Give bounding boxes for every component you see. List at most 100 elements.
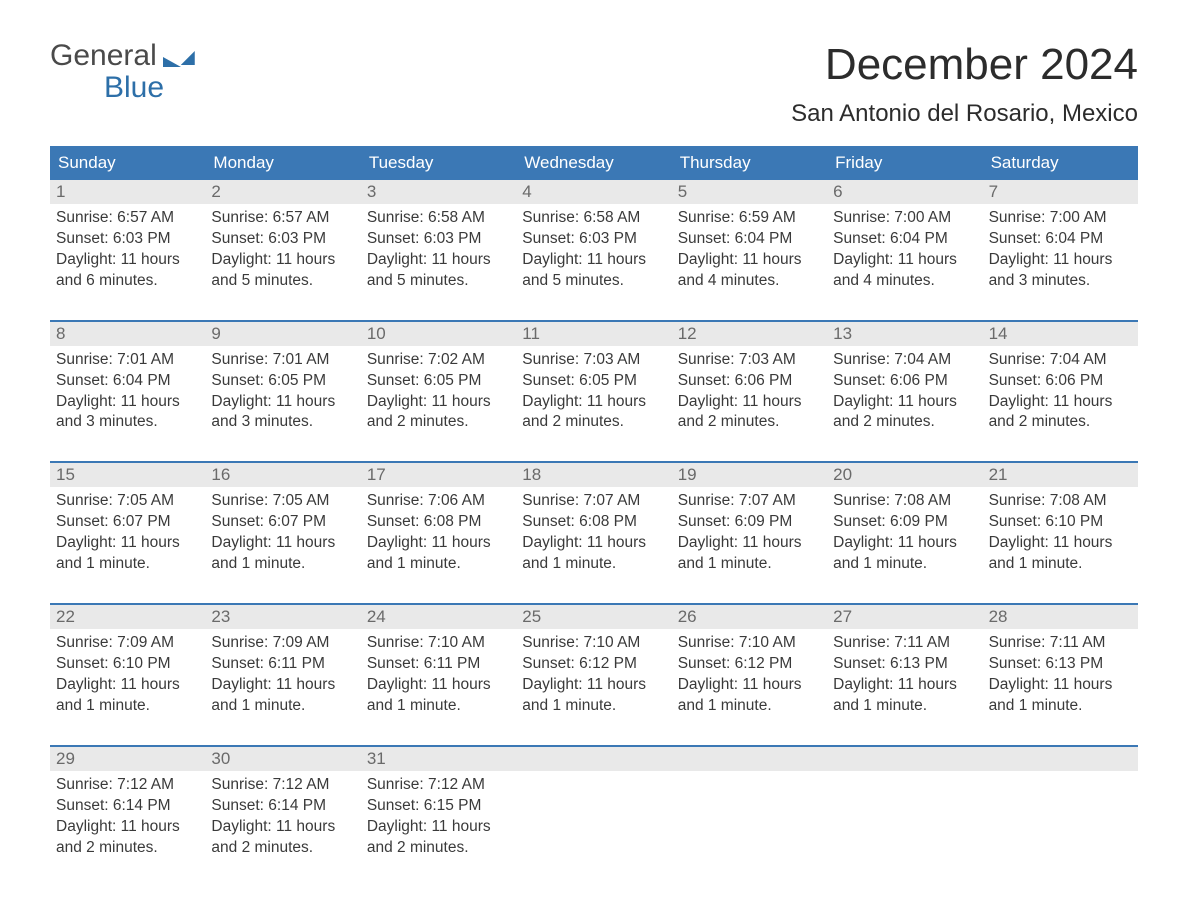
day-number: 29 (50, 747, 205, 771)
daylight-line2: and 2 minutes. (522, 412, 665, 433)
sunrise: Sunrise: 7:12 AM (56, 775, 199, 796)
daynum-row: 293031 (50, 747, 1138, 771)
daylight-line1: Daylight: 11 hours (522, 675, 665, 696)
sunrise: Sunrise: 7:11 AM (833, 633, 976, 654)
week-row: 22232425262728Sunrise: 7:09 AMSunset: 6:… (50, 603, 1138, 727)
sunset: Sunset: 6:12 PM (678, 654, 821, 675)
daylight-line1: Daylight: 11 hours (211, 392, 354, 413)
sunset: Sunset: 6:09 PM (833, 512, 976, 533)
day-cell: Sunrise: 7:07 AMSunset: 6:09 PMDaylight:… (672, 487, 827, 585)
daylight-line1: Daylight: 11 hours (56, 675, 199, 696)
daylight-line2: and 1 minute. (56, 696, 199, 717)
daylight-line2: and 1 minute. (367, 696, 510, 717)
sunset: Sunset: 6:04 PM (833, 229, 976, 250)
day-cell: Sunrise: 6:57 AMSunset: 6:03 PMDaylight:… (205, 204, 360, 302)
daylight-line1: Daylight: 11 hours (678, 533, 821, 554)
daylight-line1: Daylight: 11 hours (989, 675, 1132, 696)
sunrise: Sunrise: 7:05 AM (56, 491, 199, 512)
daylight-line2: and 1 minute. (56, 554, 199, 575)
daynum-row: 22232425262728 (50, 605, 1138, 629)
daylight-line2: and 2 minutes. (211, 838, 354, 859)
daylight-line2: and 1 minute. (678, 554, 821, 575)
day-number: 17 (361, 463, 516, 487)
daylight-line1: Daylight: 11 hours (56, 817, 199, 838)
page-title: December 2024 (791, 40, 1138, 90)
sunrise: Sunrise: 7:07 AM (522, 491, 665, 512)
logo-flag-icon (181, 51, 195, 65)
daylight-line2: and 6 minutes. (56, 271, 199, 292)
daylight-line2: and 3 minutes. (989, 271, 1132, 292)
logo: General Blue (50, 40, 195, 103)
day-cell: Sunrise: 7:06 AMSunset: 6:08 PMDaylight:… (361, 487, 516, 585)
sunrise: Sunrise: 7:06 AM (367, 491, 510, 512)
sunrise: Sunrise: 7:12 AM (367, 775, 510, 796)
day-cell: Sunrise: 6:58 AMSunset: 6:03 PMDaylight:… (361, 204, 516, 302)
daylight-line1: Daylight: 11 hours (211, 533, 354, 554)
daylight-line1: Daylight: 11 hours (678, 392, 821, 413)
day-cell: Sunrise: 7:09 AMSunset: 6:10 PMDaylight:… (50, 629, 205, 727)
day-number: 19 (672, 463, 827, 487)
day-cell (983, 771, 1138, 869)
sunset: Sunset: 6:10 PM (56, 654, 199, 675)
day-cell: Sunrise: 7:08 AMSunset: 6:09 PMDaylight:… (827, 487, 982, 585)
daylight-line2: and 3 minutes. (211, 412, 354, 433)
dow-sunday: Sunday (50, 146, 205, 180)
sunrise: Sunrise: 7:09 AM (211, 633, 354, 654)
day-number: 8 (50, 322, 205, 346)
day-number: 13 (827, 322, 982, 346)
sunset: Sunset: 6:04 PM (56, 371, 199, 392)
sunset: Sunset: 6:03 PM (211, 229, 354, 250)
day-cell: Sunrise: 7:12 AMSunset: 6:15 PMDaylight:… (361, 771, 516, 869)
sunset: Sunset: 6:11 PM (367, 654, 510, 675)
day-cell: Sunrise: 6:57 AMSunset: 6:03 PMDaylight:… (50, 204, 205, 302)
sunrise: Sunrise: 7:05 AM (211, 491, 354, 512)
day-number: 11 (516, 322, 671, 346)
header: General Blue December 2024 San Antonio d… (50, 40, 1138, 128)
sunrise: Sunrise: 7:11 AM (989, 633, 1132, 654)
day-cell: Sunrise: 7:01 AMSunset: 6:05 PMDaylight:… (205, 346, 360, 444)
day-cell: Sunrise: 7:05 AMSunset: 6:07 PMDaylight:… (50, 487, 205, 585)
sunset: Sunset: 6:12 PM (522, 654, 665, 675)
sunset: Sunset: 6:03 PM (56, 229, 199, 250)
week-row: 1234567Sunrise: 6:57 AMSunset: 6:03 PMDa… (50, 180, 1138, 302)
day-number: 24 (361, 605, 516, 629)
daylight-line1: Daylight: 11 hours (367, 817, 510, 838)
week-row: 15161718192021Sunrise: 7:05 AMSunset: 6:… (50, 461, 1138, 585)
daylight-line1: Daylight: 11 hours (989, 250, 1132, 271)
daylight-line2: and 3 minutes. (56, 412, 199, 433)
sunset: Sunset: 6:05 PM (522, 371, 665, 392)
daylight-line1: Daylight: 11 hours (833, 392, 976, 413)
daylight-line1: Daylight: 11 hours (678, 250, 821, 271)
sunset: Sunset: 6:03 PM (367, 229, 510, 250)
sunset: Sunset: 6:08 PM (522, 512, 665, 533)
daylight-line1: Daylight: 11 hours (56, 250, 199, 271)
sunrise: Sunrise: 7:03 AM (678, 350, 821, 371)
daynum-row: 891011121314 (50, 322, 1138, 346)
sunrise: Sunrise: 6:59 AM (678, 208, 821, 229)
dow-thursday: Thursday (672, 146, 827, 180)
day-number (983, 747, 1138, 771)
day-number: 25 (516, 605, 671, 629)
daylight-line2: and 5 minutes. (211, 271, 354, 292)
day-number: 26 (672, 605, 827, 629)
day-cell: Sunrise: 7:04 AMSunset: 6:06 PMDaylight:… (983, 346, 1138, 444)
sunset: Sunset: 6:04 PM (989, 229, 1132, 250)
sunset: Sunset: 6:07 PM (211, 512, 354, 533)
sunrise: Sunrise: 7:08 AM (833, 491, 976, 512)
daylight-line1: Daylight: 11 hours (989, 533, 1132, 554)
daylight-line2: and 5 minutes. (522, 271, 665, 292)
day-number: 23 (205, 605, 360, 629)
daylight-line1: Daylight: 11 hours (522, 533, 665, 554)
sunrise: Sunrise: 7:10 AM (678, 633, 821, 654)
day-cell: Sunrise: 7:12 AMSunset: 6:14 PMDaylight:… (50, 771, 205, 869)
day-number: 31 (361, 747, 516, 771)
daylight-line2: and 1 minute. (522, 554, 665, 575)
sunrise: Sunrise: 7:04 AM (989, 350, 1132, 371)
location: San Antonio del Rosario, Mexico (791, 100, 1138, 128)
sunset: Sunset: 6:11 PM (211, 654, 354, 675)
daynum-row: 1234567 (50, 180, 1138, 204)
daylight-line2: and 4 minutes. (678, 271, 821, 292)
day-number: 12 (672, 322, 827, 346)
day-cell (672, 771, 827, 869)
sunrise: Sunrise: 7:01 AM (211, 350, 354, 371)
